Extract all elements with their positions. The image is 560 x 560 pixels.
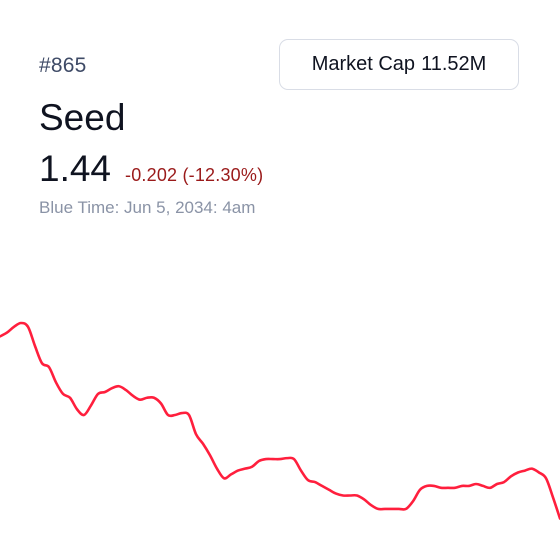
market-cap-value: 11.52M	[421, 53, 487, 75]
price-line-series-0	[0, 321, 560, 520]
coin-rank: #865	[39, 54, 87, 77]
price-row: 1.44 -0.202 (-12.30%)	[39, 148, 263, 190]
market-cap-button[interactable]: Market Cap 11.52M	[279, 39, 519, 90]
coin-price: 1.44	[39, 148, 112, 189]
price-timestamp: Blue Time: Jun 5, 2034: 4am	[39, 198, 256, 217]
coin-name: Seed	[39, 97, 126, 138]
price-chart-series-group	[0, 321, 560, 520]
market-cap-label: Market Cap	[311, 53, 416, 75]
price-change: -0.202 (-12.30%)	[125, 165, 264, 185]
price-chart[interactable]	[0, 300, 560, 530]
